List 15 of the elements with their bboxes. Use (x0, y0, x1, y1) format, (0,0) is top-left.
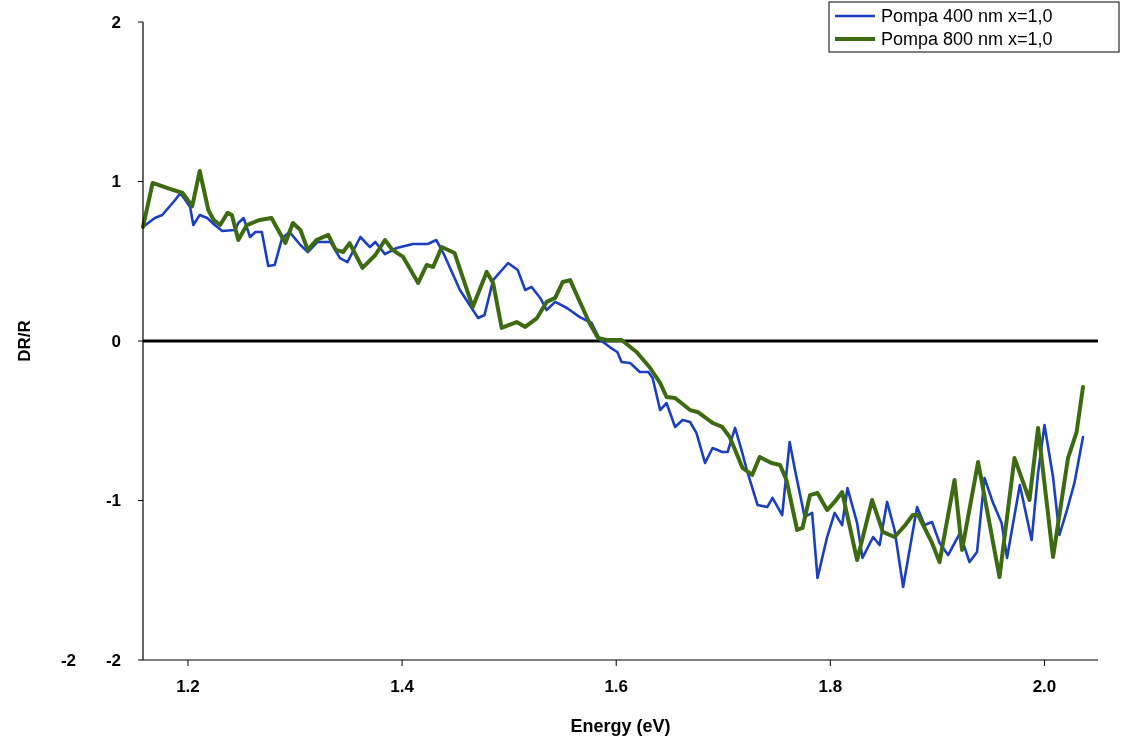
x-axis-title: Energy (eV) (570, 716, 671, 736)
legend-label: Pompa 400 nm x=1,0 (881, 6, 1053, 27)
x-tick-label: 1.2 (176, 677, 200, 696)
x-tick-label: 2.0 (1032, 677, 1057, 696)
x-tick-label: 1.4 (390, 677, 415, 696)
text: -2 (60, 650, 76, 670)
legend-label: Pompa 800 nm x=1,0 (881, 29, 1053, 50)
y-tick-label: 1 (111, 172, 121, 192)
y-tick-label: 2 (111, 12, 121, 32)
y-tick-label: -1 (105, 491, 121, 511)
x-tick-label: 1.6 (604, 677, 629, 696)
y-axis-title: DR/R (15, 320, 34, 362)
y-tick-label: -2 (105, 650, 121, 670)
x-tick-label: 1.8 (818, 677, 843, 696)
y-tick-label: 0 (111, 331, 121, 351)
